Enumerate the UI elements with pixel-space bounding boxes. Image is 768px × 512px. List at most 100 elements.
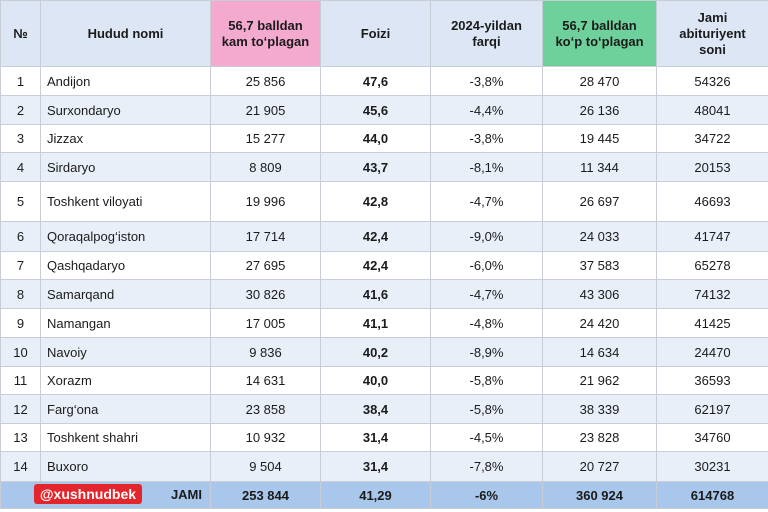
below-count: 25 856	[210, 66, 321, 96]
row-num: 1	[0, 66, 41, 96]
header-total-line2: abituriyent	[679, 25, 746, 41]
table-row: 2 Surxondaryo 21 905 45,6 -4,4% 26 136 48041	[0, 95, 768, 125]
below-count: 27 695	[210, 251, 321, 280]
below-count: 15 277	[210, 124, 321, 153]
header-above-line2: ko‘p to‘plagan	[555, 33, 644, 49]
row-num: 2	[0, 95, 41, 125]
above-count: 43 306	[542, 279, 657, 309]
table-row: 12 Farg‘ona 23 858 38,4 -5,8% 38 339 62197	[0, 394, 768, 424]
table-row: 14 Buxoro 9 504 31,4 -7,8% 20 727 30231	[0, 451, 768, 482]
total-applicants: 36593	[656, 366, 768, 395]
pct-value: 31,4	[320, 423, 431, 452]
region-name: Qoraqalpog‘iston	[40, 221, 211, 252]
header-below-line2: kam to‘plagan	[221, 33, 310, 49]
above-count: 37 583	[542, 251, 657, 280]
row-num: 8	[0, 279, 41, 309]
total-applicants: 41425	[656, 308, 768, 338]
table-row: 4 Sirdaryo 8 809 43,7 -8,1% 11 344 20153	[0, 152, 768, 182]
total-pct: 41,29	[320, 481, 431, 509]
diff-value: -3,8%	[430, 66, 543, 96]
diff-value: -7,8%	[430, 451, 543, 482]
header-diff: 2024-yildan farqi	[430, 0, 543, 67]
header-pct: Foizi	[320, 0, 431, 67]
table-row: 13 Toshkent shahri 10 932 31,4 -4,5% 23 828 34…	[0, 423, 768, 452]
total-applicants: 34722	[656, 124, 768, 153]
region-name: Xorazm	[40, 366, 211, 395]
header-above: 56,7 balldan ko‘p to‘plagan	[542, 0, 657, 67]
table-row: 5 Toshkent viloyati 19 996 42,8 -4,7% 26 697 4…	[0, 181, 768, 222]
header-row: № Hudud nomi 56,7 balldan kam to‘plagan …	[0, 0, 768, 67]
below-count: 23 858	[210, 394, 321, 424]
row-num: 12	[0, 394, 41, 424]
header-diff-line1: 2024-yildan	[451, 17, 522, 33]
below-count: 14 631	[210, 366, 321, 395]
table-row: 7 Qashqadaryo 27 695 42,4 -6,0% 37 583 65278	[0, 251, 768, 280]
below-count: 9 836	[210, 337, 321, 367]
pct-value: 40,2	[320, 337, 431, 367]
row-num: 14	[0, 451, 41, 482]
row-num: 5	[0, 181, 41, 222]
pct-value: 45,6	[320, 95, 431, 125]
diff-value: -5,8%	[430, 394, 543, 424]
header-total: Jami abituriyent soni	[656, 0, 768, 67]
header-name: Hudud nomi	[40, 0, 211, 67]
total-applicants: 41747	[656, 221, 768, 252]
total-applicants: 30231	[656, 451, 768, 482]
diff-value: -9,0%	[430, 221, 543, 252]
header-total-line1: Jami	[697, 9, 728, 25]
pct-value: 42,4	[320, 251, 431, 280]
table-row: 11 Xorazm 14 631 40,0 -5,8% 21 962 36593	[0, 366, 768, 395]
table-row: 1 Andijon 25 856 47,6 -3,8% 28 470 54326	[0, 66, 768, 96]
row-num: 7	[0, 251, 41, 280]
region-name: Navoiy	[40, 337, 211, 367]
above-count: 26 697	[542, 181, 657, 222]
diff-value: -4,8%	[430, 308, 543, 338]
region-name: Buxoro	[40, 451, 211, 482]
total-below: 253 844	[210, 481, 321, 509]
pct-value: 38,4	[320, 394, 431, 424]
below-count: 17 005	[210, 308, 321, 338]
pct-value: 42,4	[320, 221, 431, 252]
region-name: Toshkent viloyati	[40, 181, 211, 222]
table-row: 8 Samarqand 30 826 41,6 -4,7% 43 306 74132	[0, 279, 768, 309]
region-name: Surxondaryo	[40, 95, 211, 125]
total-count: 614768	[656, 481, 768, 509]
header-above-line1: 56,7 balldan	[562, 17, 637, 33]
header-diff-line2: farqi	[472, 33, 501, 49]
diff-value: -4,5%	[430, 423, 543, 452]
region-name: Namangan	[40, 308, 211, 338]
total-diff: -6%	[430, 481, 543, 509]
above-count: 23 828	[542, 423, 657, 452]
header-below: 56,7 balldan kam to‘plagan	[210, 0, 321, 67]
pct-value: 41,1	[320, 308, 431, 338]
above-count: 28 470	[542, 66, 657, 96]
header-num: №	[0, 0, 41, 67]
row-num: 10	[0, 337, 41, 367]
pct-value: 47,6	[320, 66, 431, 96]
below-count: 10 932	[210, 423, 321, 452]
region-name: Jizzax	[40, 124, 211, 153]
region-name: Toshkent shahri	[40, 423, 211, 452]
pct-value: 41,6	[320, 279, 431, 309]
header-below-line1: 56,7 balldan	[228, 17, 303, 33]
total-applicants: 24470	[656, 337, 768, 367]
pct-value: 44,0	[320, 124, 431, 153]
above-count: 38 339	[542, 394, 657, 424]
row-num: 13	[0, 423, 41, 452]
row-num: 6	[0, 221, 41, 252]
table-row: 3 Jizzax 15 277 44,0 -3,8% 19 445 34722	[0, 124, 768, 153]
total-label: JAMI	[170, 487, 202, 502]
diff-value: -8,1%	[430, 152, 543, 182]
above-count: 14 634	[542, 337, 657, 367]
pct-value: 42,8	[320, 181, 431, 222]
total-label-cell: @xushnudbek JAMI	[0, 481, 211, 509]
row-num: 9	[0, 308, 41, 338]
table-row: 10 Navoiy 9 836 40,2 -8,9% 14 634 24470	[0, 337, 768, 367]
row-num: 4	[0, 152, 41, 182]
total-applicants: 46693	[656, 181, 768, 222]
above-count: 24 033	[542, 221, 657, 252]
below-count: 8 809	[210, 152, 321, 182]
total-applicants: 20153	[656, 152, 768, 182]
below-count: 19 996	[210, 181, 321, 222]
total-applicants: 62197	[656, 394, 768, 424]
